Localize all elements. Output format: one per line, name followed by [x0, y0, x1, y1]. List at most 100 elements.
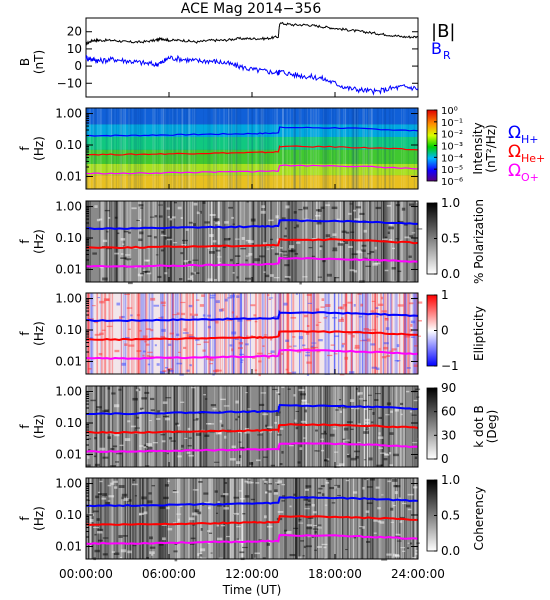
texture-speck	[363, 459, 367, 461]
texture-speck	[192, 524, 195, 526]
texture-speck	[157, 410, 161, 413]
texture-speck	[298, 208, 303, 211]
texture-speck	[114, 434, 120, 437]
texture-stripe	[290, 201, 292, 282]
texture-stripe	[171, 386, 174, 467]
gyro-o-line	[85, 256, 419, 268]
texture-stripe	[180, 293, 182, 374]
texture-speck	[391, 348, 397, 351]
texture-speck	[223, 507, 230, 510]
texture-stripe	[336, 478, 338, 559]
texture-stripe	[414, 478, 416, 559]
texture-stripe	[215, 478, 217, 559]
texture-speck	[92, 252, 97, 255]
texture-stripe	[111, 201, 113, 282]
texture-stripe	[192, 386, 195, 467]
colorbar-tick-label: 1.0	[441, 196, 460, 210]
texture-speck	[207, 278, 213, 282]
texture-stripe	[141, 108, 143, 189]
texture-speck	[215, 512, 219, 514]
texture-speck	[400, 413, 403, 416]
texture-speck	[155, 254, 159, 256]
texture-stripe	[347, 478, 349, 559]
texture-stripe	[114, 478, 116, 559]
texture-stripe	[95, 386, 98, 467]
texture-speck	[325, 204, 331, 207]
texture-speck	[168, 437, 173, 440]
texture-stripe	[126, 201, 128, 282]
texture-stripe	[172, 108, 174, 189]
texture-speck	[258, 539, 262, 542]
texture-stripe	[298, 478, 301, 559]
texture-speck	[221, 308, 225, 312]
texture-stripe	[246, 293, 248, 374]
texture-speck	[186, 369, 190, 372]
texture-stripe	[246, 386, 249, 467]
texture-stripe	[357, 108, 359, 189]
texture-speck	[417, 389, 421, 393]
texture-stripe	[216, 478, 218, 559]
texture-stripe	[120, 108, 123, 189]
texture-speck	[246, 481, 252, 484]
texture-speck	[263, 334, 268, 336]
texture-speck	[321, 449, 325, 452]
texture-stripe	[357, 293, 359, 374]
gyro-legend-sub-he: He+	[521, 152, 545, 165]
texture-stripe	[132, 478, 135, 559]
texture-stripe	[196, 201, 198, 282]
texture-speck	[337, 406, 342, 409]
colorbar-tick-label: 10⁻²	[441, 130, 463, 141]
texture-stripe	[108, 386, 110, 467]
texture-speck	[398, 497, 401, 500]
texture-stripe	[325, 478, 328, 559]
texture-speck	[204, 501, 210, 504]
texture-stripe	[333, 293, 335, 374]
texture-speck	[142, 354, 145, 357]
texture-stripe	[339, 108, 341, 189]
texture-stripe	[298, 108, 301, 189]
texture-stripe	[362, 108, 365, 189]
texture-stripe	[408, 293, 410, 374]
texture-speck	[363, 229, 367, 233]
texture-speck	[285, 205, 290, 209]
texture-speck	[408, 203, 415, 206]
texture-stripe	[192, 108, 194, 189]
texture-speck	[302, 437, 306, 439]
texture-stripe	[165, 108, 166, 189]
texture-speck	[121, 496, 124, 500]
texture-speck	[274, 489, 278, 493]
texture-speck	[128, 344, 135, 347]
texture-speck	[267, 352, 273, 355]
texture-stripe	[187, 201, 189, 282]
texture-speck	[220, 398, 226, 401]
texture-speck	[377, 303, 384, 306]
texture-speck	[110, 482, 115, 485]
texture-speck	[245, 255, 250, 257]
texture-speck	[275, 215, 279, 219]
texture-stripe	[218, 386, 220, 467]
field-y-unit: (nT)	[32, 50, 46, 74]
texture-stripe	[258, 386, 261, 467]
texture-speck	[120, 253, 124, 255]
texture-speck	[301, 402, 307, 405]
texture-speck	[360, 303, 363, 307]
texture-stripe	[315, 293, 317, 374]
texture-speck	[240, 359, 244, 361]
texture-stripe	[135, 478, 138, 559]
texture-speck	[91, 305, 96, 307]
texture-speck	[216, 537, 223, 541]
texture-stripe	[177, 478, 179, 559]
texture-speck	[402, 550, 406, 552]
texture-stripe	[124, 293, 127, 374]
texture-speck	[196, 211, 201, 215]
texture-stripe	[349, 201, 352, 282]
texture-stripe	[160, 293, 162, 374]
texture-stripe	[209, 201, 212, 282]
freq-tick-label: 0.10	[55, 416, 82, 430]
texture-stripe	[255, 478, 258, 559]
texture-speck	[180, 401, 185, 403]
texture-stripe	[192, 293, 194, 374]
texture-stripe	[209, 293, 211, 374]
texture-stripe	[315, 108, 317, 189]
texture-stripe	[242, 386, 244, 467]
